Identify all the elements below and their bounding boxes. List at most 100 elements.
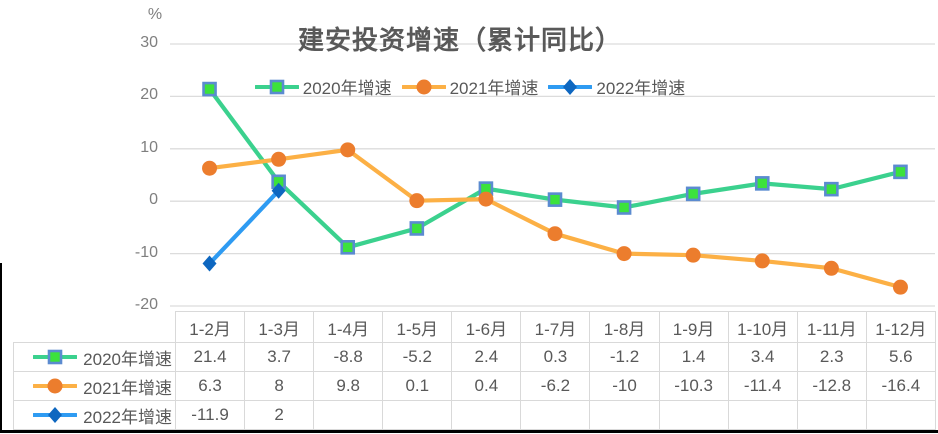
diamond-marker [271, 182, 286, 199]
table-value-cell: -10 [589, 371, 660, 401]
square-marker [893, 164, 908, 180]
y-tick-label: -10 [134, 243, 158, 261]
table-value-cell: 0.1 [382, 371, 453, 401]
table-value-cell: 2.4 [451, 342, 522, 372]
series-label-text: 2020年增速 [83, 349, 172, 369]
chart-legend: 2020年增速 2021年增速 2022年增速 [170, 74, 770, 99]
series-label-cell: 2021年增速 [13, 371, 176, 401]
table-value-cell [451, 400, 522, 430]
diamond-legend-icon [33, 407, 78, 423]
series-line-1 [207, 147, 903, 290]
table-header-cell: 1-11月 [796, 311, 867, 343]
diamond-legend-icon [548, 78, 593, 95]
series-line-0 [207, 86, 903, 250]
y-tick-label: 30 [140, 34, 158, 51]
table-value-cell: 3.7 [244, 342, 315, 372]
table-row: 2020年增速 21.4 3.7 -8.8 -5.2 2.4 0.3 -1.2 1.4 3.4 2.… [13, 342, 936, 372]
table-value-cell: -11.4 [727, 371, 798, 401]
series-line-2 [207, 188, 281, 266]
square-marker [685, 186, 701, 202]
table-value-cell: 8 [244, 371, 315, 401]
circle-marker [416, 79, 432, 94]
chart-title: 建安投资增速（累计同比） [297, 25, 622, 55]
circle-marker [340, 142, 356, 158]
square-marker [547, 192, 563, 207]
square-marker [616, 200, 632, 215]
diamond-marker [48, 407, 63, 423]
diamond-marker [202, 255, 217, 272]
table-value-cell [520, 400, 591, 430]
table-value-cell: -11.9 [174, 400, 246, 430]
table-value-cell [589, 400, 660, 430]
circle-marker [271, 151, 287, 167]
circle-marker [685, 247, 701, 263]
table-value-cell: -16.4 [865, 371, 936, 401]
table-value-cell: 2 [244, 400, 315, 430]
circle-marker [892, 279, 908, 295]
data-table: 1-2月 1-3月 1-4月 1-5月 1-6月 1-7月 1-8月 1-9月 1-10月 1-1… [13, 311, 936, 430]
square-marker [269, 79, 285, 94]
square-marker [409, 221, 425, 236]
table-header-cell: 1-9月 [658, 311, 729, 343]
table-value-cell: 9.8 [313, 371, 384, 401]
table-header-cell: 1-10月 [727, 311, 798, 343]
table-value-cell [865, 400, 936, 430]
bottom-border-line [0, 430, 938, 433]
y-axis-unit-label: % [147, 6, 163, 23]
table-value-cell: 3.4 [727, 342, 798, 372]
left-border-line [0, 263, 2, 433]
circle-marker [754, 253, 770, 269]
table-header-cell: 1-2月 [174, 311, 246, 343]
series-label-text: 2021年增速 [83, 378, 172, 398]
square-marker [202, 81, 217, 97]
table-value-cell: 6.3 [174, 371, 246, 401]
legend-item-label: 2020年增速 [302, 79, 392, 98]
table-header-cell: 1-8月 [589, 311, 660, 343]
table-value-cell [382, 400, 453, 430]
circle-marker [478, 191, 494, 207]
table-value-cell: 1.4 [658, 342, 729, 372]
circle-marker [202, 160, 218, 176]
table-corner-cell [14, 312, 176, 343]
table-value-cell: 21.4 [174, 342, 246, 372]
table-value-cell: 5.6 [865, 342, 936, 372]
table-value-cell: -8.8 [313, 342, 384, 372]
table-value-cell [658, 400, 729, 430]
series-label-text: 2022年增速 [83, 407, 172, 427]
table-value-cell [796, 400, 867, 430]
series-label-cell: 2022年增速 [13, 400, 176, 430]
y-tick-label: -20 [134, 296, 158, 313]
circle-marker [409, 193, 425, 209]
table-value-cell: -6.2 [520, 371, 591, 401]
line-chart-canvas [170, 43, 935, 307]
y-tick-label: 20 [140, 86, 158, 104]
circle-legend-icon [33, 378, 78, 394]
legend-item-0[interactable]: 2020年增速 [254, 74, 392, 99]
table-header-cell: 1-3月 [244, 311, 315, 343]
circle-marker [823, 260, 839, 276]
square-legend-icon [33, 349, 78, 365]
square-marker [340, 240, 356, 255]
legend-item-1[interactable]: 2021年增速 [401, 74, 539, 99]
legend-item-label: 2021年增速 [449, 79, 539, 98]
table-value-cell: -1.2 [589, 342, 660, 372]
square-marker [754, 176, 770, 191]
y-tick-label: 0 [149, 191, 158, 209]
table-value-cell: -12.8 [796, 371, 867, 401]
table-value-cell: -10.3 [658, 371, 729, 401]
table-header-cell: 1-5月 [382, 311, 453, 343]
table-header-cell: 1-7月 [520, 311, 591, 343]
table-value-cell: 2.3 [796, 342, 867, 372]
table-value-cell [313, 400, 384, 430]
square-marker [824, 181, 839, 197]
table-value-cell: -5.2 [382, 342, 453, 372]
y-tick-label: 10 [140, 138, 158, 156]
table-row: 2021年增速 6.3 8 9.8 0.1 0.4 -6.2 -10 -10.3 -11.4 -12… [13, 371, 936, 401]
square-marker [47, 349, 63, 365]
circle-marker [547, 226, 563, 242]
table-header-cell: 1-4月 [313, 311, 384, 343]
table-header-cell: 1-12月 [865, 311, 936, 343]
legend-item-2[interactable]: 2022年增速 [548, 74, 685, 99]
legend-item-label: 2022年增速 [596, 79, 686, 98]
